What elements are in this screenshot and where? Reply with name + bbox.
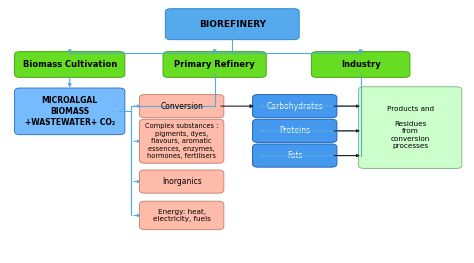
Text: Industry: Industry	[341, 60, 381, 69]
FancyBboxPatch shape	[15, 88, 125, 135]
Text: MICROALGAL
BIOMASS
+WASTEWATER+ CO₂: MICROALGAL BIOMASS +WASTEWATER+ CO₂	[25, 96, 115, 127]
Text: Proteins: Proteins	[279, 126, 310, 135]
FancyBboxPatch shape	[163, 52, 266, 77]
Text: BIOREFINERY: BIOREFINERY	[199, 20, 266, 29]
FancyBboxPatch shape	[139, 201, 224, 230]
FancyBboxPatch shape	[253, 94, 337, 118]
FancyBboxPatch shape	[165, 9, 299, 40]
FancyBboxPatch shape	[139, 119, 224, 163]
Text: Fats: Fats	[287, 151, 302, 160]
Text: Conversion: Conversion	[160, 102, 203, 111]
Text: Complex substances :
pigments, dyes,
flavours, aromatic
essences, enzymes,
hormo: Complex substances : pigments, dyes, fla…	[145, 123, 219, 159]
Text: Energy: heat,
electricity, fuels: Energy: heat, electricity, fuels	[153, 209, 210, 222]
FancyBboxPatch shape	[253, 119, 337, 143]
Text: Carbohydrates: Carbohydrates	[266, 102, 323, 111]
FancyBboxPatch shape	[15, 52, 125, 77]
Text: Primary Refinery: Primary Refinery	[174, 60, 255, 69]
Text: Products and

Residues
from
conversion
processes: Products and Residues from conversion pr…	[387, 106, 434, 149]
FancyBboxPatch shape	[139, 94, 224, 118]
FancyBboxPatch shape	[358, 87, 462, 169]
FancyBboxPatch shape	[253, 144, 337, 167]
FancyBboxPatch shape	[311, 52, 410, 77]
Text: Inorganics: Inorganics	[162, 177, 201, 186]
FancyBboxPatch shape	[139, 170, 224, 193]
Text: Biomass Cultivation: Biomass Cultivation	[23, 60, 117, 69]
